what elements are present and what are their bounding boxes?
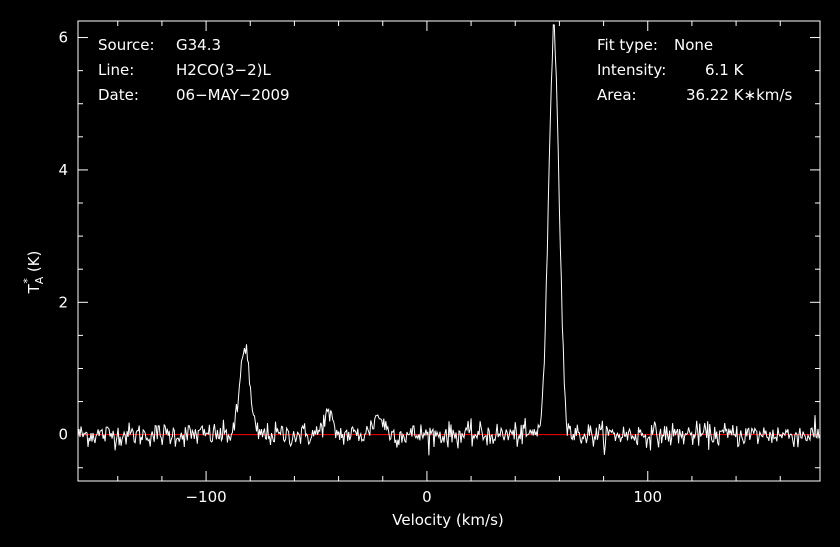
y-label-super: * [21, 278, 34, 284]
intensity-value: 6.1 K [705, 61, 745, 79]
y-axis-label: TA* (K) [21, 251, 46, 295]
y-tick-label: 2 [58, 293, 68, 311]
date-label: Date: [98, 86, 139, 104]
x-tick-label: 0 [422, 488, 432, 506]
info-right: Fit type: None Intensity: 6.1 K Area: 36… [597, 36, 792, 104]
fit-type-value: None [674, 36, 713, 54]
y-tick-labels: 0 2 4 6 [58, 29, 68, 444]
y-tick-label: 6 [58, 29, 68, 47]
line-value: H2CO(3−2)L [176, 61, 271, 79]
x-axis-label: Velocity (km/s) [392, 511, 503, 529]
plot-frame [77, 20, 821, 482]
info-left: Source: G34.3 Line: H2CO(3−2)L Date: 06−… [98, 36, 290, 104]
fit-type-label: Fit type: [597, 36, 658, 54]
y-label-sub: A [33, 276, 46, 284]
y-tick-label: 0 [58, 426, 68, 444]
series-spectrum-line [77, 24, 821, 456]
source-value: G34.3 [176, 36, 221, 54]
y-label-unit: (K) [25, 251, 43, 273]
date-value: 06−MAY−2009 [176, 86, 290, 104]
source-label: Source: [98, 36, 155, 54]
intensity-label: Intensity: [597, 61, 666, 79]
x-tick-labels: −100 0 100 [185, 488, 662, 506]
y-label-main: T [25, 283, 43, 294]
line-label: Line: [98, 61, 134, 79]
ticks-layer [78, 21, 820, 481]
svg-text:TA*(K): TA* (K) [21, 251, 46, 295]
y-tick-label: 4 [58, 161, 68, 179]
area-value: 36.22 K∗km/s [686, 86, 792, 104]
area-label: Area: [597, 86, 637, 104]
x-tick-label: −100 [185, 488, 226, 506]
x-tick-label: 100 [633, 488, 662, 506]
